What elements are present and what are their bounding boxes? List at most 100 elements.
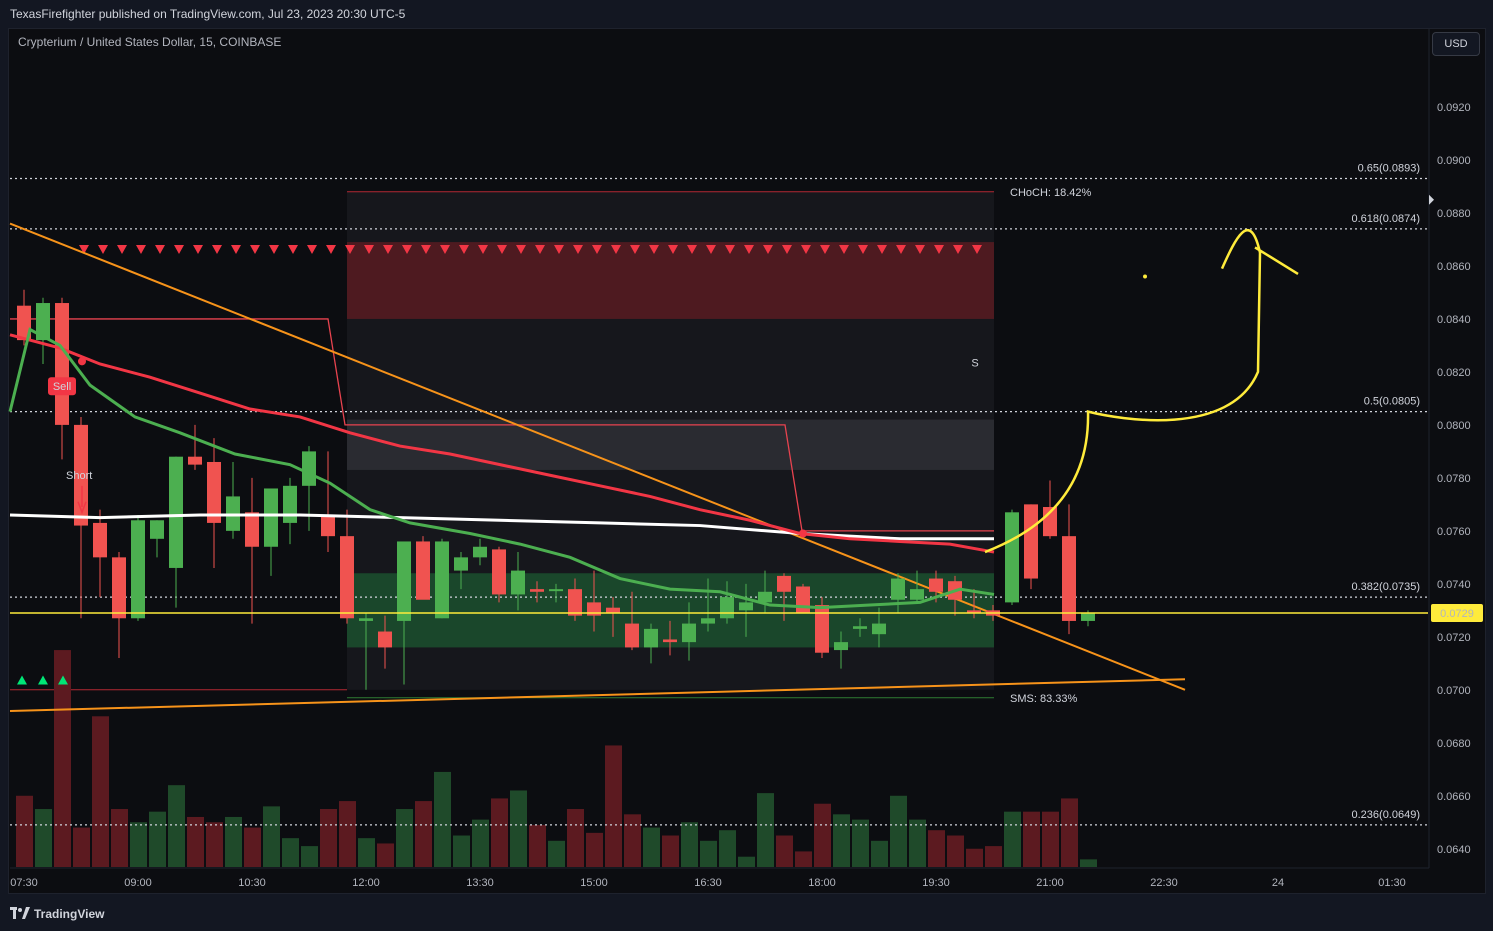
candle-body (1005, 512, 1019, 603)
sell-signal-icon (79, 245, 89, 255)
volume-bar (320, 809, 337, 867)
y-tick-label: 0.0800 (1437, 420, 1471, 432)
volume-bar (852, 819, 869, 867)
volume-bar (396, 809, 413, 867)
volume-bar (415, 801, 432, 867)
candle-body (245, 512, 259, 547)
sell-signal-icon (155, 245, 165, 255)
volume-bar (510, 790, 527, 867)
sell-label: Sell (53, 381, 71, 393)
sell-signal-icon (98, 245, 108, 255)
sell-signal-icon (972, 245, 982, 255)
volume-bar (681, 822, 698, 867)
short-label: Short (66, 470, 92, 482)
candle-body (625, 623, 639, 648)
y-tick-label: 0.0820 (1437, 367, 1471, 379)
volume-bar (358, 838, 375, 867)
y-tick-label: 0.0700 (1437, 685, 1471, 697)
volume-bar (263, 806, 280, 867)
sell-signal-icon (307, 245, 317, 255)
s-marker: S (971, 358, 978, 370)
volume-bar (700, 840, 717, 867)
sell-signal-icon (744, 245, 754, 255)
volume-bar (282, 838, 299, 867)
candle-body (283, 485, 297, 523)
x-tick-label: 13:30 (466, 877, 494, 889)
fib-label: 0.618(0.0874) (1352, 213, 1421, 225)
sell-signal-icon (516, 245, 526, 255)
y-tick-label: 0.0860 (1437, 261, 1471, 273)
x-tick-label: 15:00 (580, 877, 608, 889)
sell-signal-icon (820, 245, 830, 255)
cross-dot (799, 529, 807, 538)
volume-bar (833, 814, 850, 867)
x-tick-label: 07:30 (10, 877, 38, 889)
sell-signal-icon (383, 245, 393, 255)
candle-body (188, 456, 202, 465)
currency-button[interactable]: USD (1432, 32, 1480, 56)
tradingview-logo-icon[interactable] (10, 907, 30, 919)
sell-signal-icon (459, 245, 469, 255)
volume-bar (814, 803, 831, 867)
x-tick-label: 09:00 (124, 877, 152, 889)
candle-body (796, 586, 810, 613)
y-tick-label: 0.0880 (1437, 208, 1471, 220)
volume-bar (890, 795, 907, 867)
candle-body (17, 305, 31, 341)
volume-bar (301, 846, 318, 867)
sell-signal-icon (364, 245, 374, 255)
candle-body (264, 488, 278, 547)
volume-bar (225, 816, 242, 867)
sell-signal-icon (212, 245, 222, 255)
symbol-title[interactable]: Crypterium / United States Dollar, 15, C… (18, 35, 282, 49)
volume-bar (1042, 811, 1059, 867)
sell-signal-icon (687, 245, 697, 255)
volume-bar (434, 771, 451, 867)
volume-bar (149, 811, 166, 867)
sell-signal-icon (839, 245, 849, 255)
candle-body (473, 546, 487, 558)
candle-body (834, 642, 848, 651)
y-tick-label: 0.0760 (1437, 526, 1471, 538)
volume-bar (909, 819, 926, 867)
sell-signal-icon (896, 245, 906, 255)
volume-bar (567, 809, 584, 867)
sell-signal-icon (782, 245, 792, 255)
volume-bar (244, 827, 261, 867)
candle-body (1081, 612, 1095, 621)
sell-signal-icon (801, 245, 811, 255)
x-tick-label: 12:00 (352, 877, 380, 889)
candle-body (777, 575, 791, 592)
x-tick-label: 22:30 (1150, 877, 1178, 889)
sell-signal-icon (592, 245, 602, 255)
volume-bar (54, 650, 71, 867)
volume-bar (624, 814, 641, 867)
sell-signal-icon (136, 245, 146, 255)
candle-body (55, 303, 69, 425)
sell-signal-icon (231, 245, 241, 255)
sell-signal-icon (877, 245, 887, 255)
tradingview-brand[interactable]: TradingView (34, 907, 105, 921)
x-tick-label: 10:30 (238, 877, 266, 889)
publisher-caption: TexasFirefighter published on TradingVie… (10, 7, 406, 21)
sell-signal-icon (763, 245, 773, 255)
candle-body (93, 522, 107, 558)
candle-body (511, 570, 525, 595)
y-tick-label: 0.0680 (1437, 738, 1471, 750)
sell-signal-icon (573, 245, 583, 255)
sell-signal-icon (193, 245, 203, 255)
candle-body (606, 607, 620, 613)
sell-signal-icon (953, 245, 963, 255)
volume-bar (548, 840, 565, 867)
sell-signal-icon (934, 245, 944, 255)
volume-bar (472, 819, 489, 867)
volume-bar (206, 822, 223, 867)
sell-signal-icon (345, 245, 355, 255)
volume-bar (339, 801, 356, 867)
volume-bar (130, 822, 147, 867)
fib-label: 0.382(0.0735) (1352, 581, 1421, 593)
volume-bar (92, 716, 109, 867)
sell-signal-icon (858, 245, 868, 255)
volume-bar (605, 745, 622, 867)
